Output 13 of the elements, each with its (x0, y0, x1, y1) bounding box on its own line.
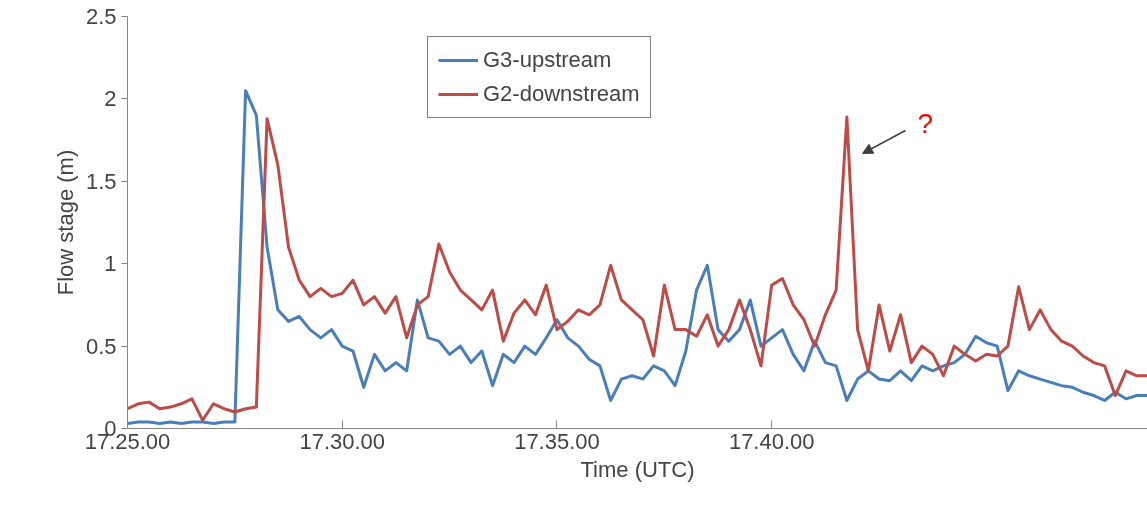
legend-label: G3-upstream (483, 47, 612, 73)
x-tick-label: 17.30.00 (299, 428, 386, 454)
y-axis-title: Flow stage (m) (52, 149, 78, 296)
x-tick-label: 17.35.00 (514, 428, 600, 454)
annotation: ? (917, 107, 934, 139)
y-tick-label: 1.5 (85, 168, 117, 194)
y-tick-label: 1 (104, 251, 117, 277)
x-tick-label: 17.40.00 (728, 428, 815, 454)
x-axis-title: Time (UTC) (580, 456, 695, 482)
y-tick-label: 2 (104, 86, 117, 112)
legend-label: G2-downstream (483, 81, 640, 107)
y-tick-label: 2.5 (85, 4, 117, 29)
y-tick-label: 0.5 (85, 333, 117, 359)
